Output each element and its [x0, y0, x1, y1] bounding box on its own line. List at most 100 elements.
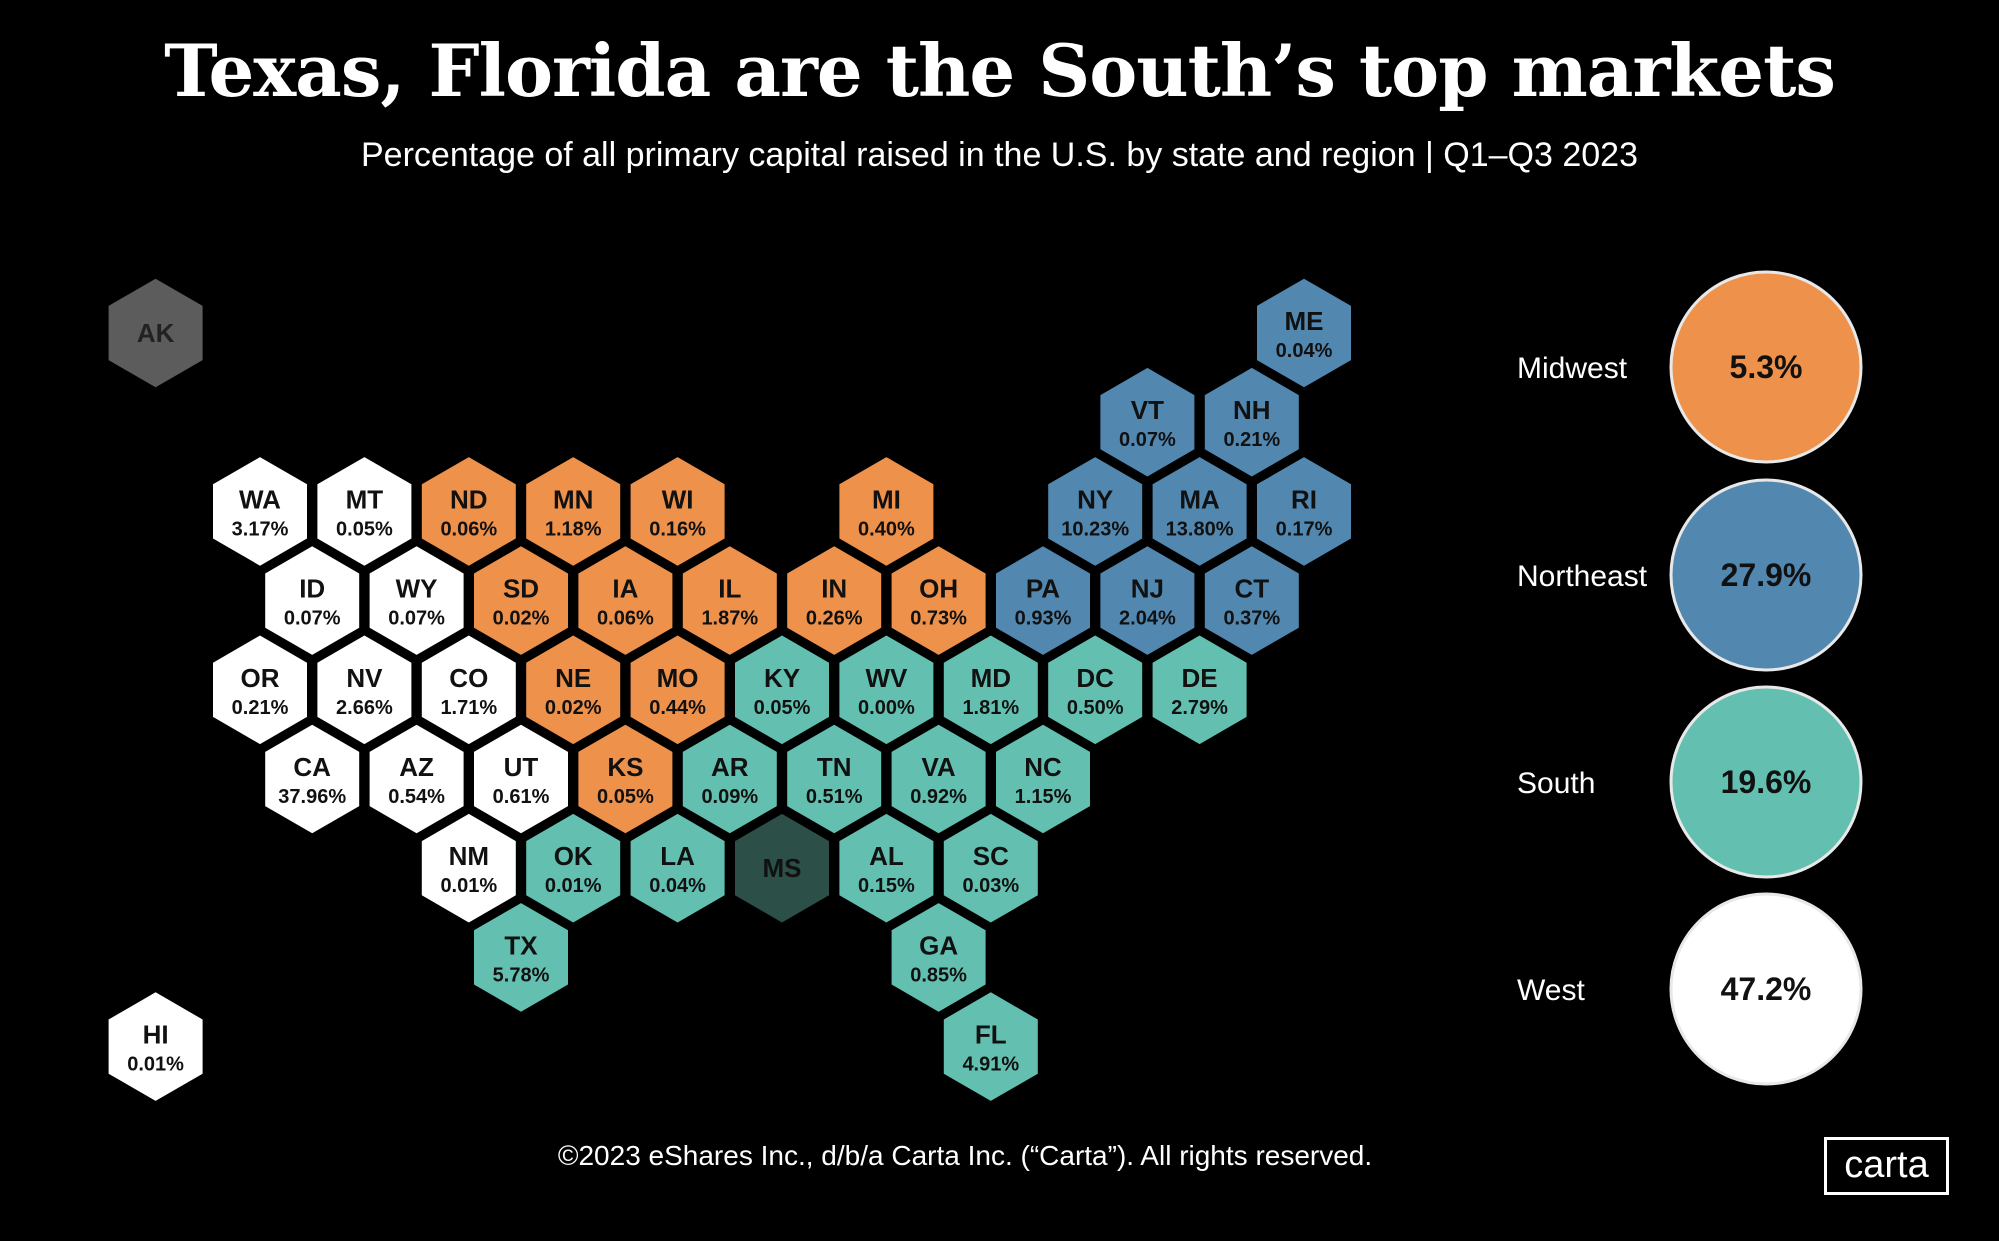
state-value: 0.73%	[910, 608, 967, 630]
state-abbr: SD	[503, 574, 539, 604]
hex-tile	[1152, 457, 1247, 566]
state-abbr: DC	[1076, 663, 1114, 693]
region-midwest: Midwest 5.3%	[1517, 270, 1863, 464]
hex-tile	[630, 813, 725, 923]
state-value: 0.07%	[388, 608, 445, 630]
hex-tile	[735, 635, 829, 745]
state-abbr: NY	[1077, 484, 1113, 514]
hex-state-ga: GA 0.85%	[891, 903, 986, 1012]
hex-tile	[1257, 457, 1351, 566]
region-label: South	[1517, 767, 1595, 800]
state-abbr: WI	[662, 484, 694, 514]
hex-tile	[839, 457, 934, 566]
hex-tile	[578, 546, 673, 655]
state-value: 0.05%	[336, 518, 393, 540]
hex-tile	[1100, 367, 1195, 477]
hex-state-ut: UT 0.61%	[474, 724, 568, 834]
hex-tile	[108, 278, 203, 388]
state-abbr: IA	[612, 574, 638, 604]
state-value: 0.06%	[440, 518, 497, 540]
state-abbr: SC	[973, 841, 1009, 871]
hex-tile	[369, 546, 464, 655]
hex-state-ak: AK	[108, 278, 203, 388]
hex-tile	[1048, 457, 1143, 566]
state-value: 0.17%	[1276, 518, 1333, 540]
state-value: 0.02%	[545, 697, 602, 719]
hex-state-nv: NV 2.66%	[317, 635, 412, 745]
hex-state-va: VA 0.92%	[891, 724, 986, 834]
hex-state-id: ID 0.07%	[265, 546, 360, 655]
hex-tile	[474, 903, 568, 1012]
state-value: 0.92%	[910, 786, 967, 808]
hex-state-hi: HI 0.01%	[108, 992, 203, 1101]
hex-tile	[943, 813, 1038, 923]
hex-state-al: AL 0.15%	[839, 813, 934, 923]
state-value: 0.05%	[597, 786, 654, 808]
state-value: 0.15%	[858, 875, 915, 897]
hex-state-ky: KY 0.05%	[735, 635, 829, 745]
hex-state-nj: NJ 2.04%	[1100, 546, 1195, 655]
hex-tile	[317, 635, 412, 745]
state-abbr: ID	[299, 574, 325, 604]
hex-state-nm: NM 0.01%	[421, 813, 516, 923]
chart-subtitle: Percentage of all primary capital raised…	[361, 136, 1638, 174]
state-abbr: MI	[872, 484, 901, 514]
state-abbr: NE	[555, 663, 591, 693]
region-circle	[1669, 478, 1863, 672]
hex-state-ms: MS	[735, 813, 829, 923]
state-value: 0.50%	[1067, 697, 1124, 719]
state-abbr: AL	[869, 841, 904, 871]
state-abbr: UT	[504, 752, 539, 782]
state-abbr: WV	[865, 663, 908, 693]
hex-state-wa: WA 3.17%	[213, 457, 307, 566]
state-value: 2.66%	[336, 697, 393, 719]
hex-tile	[996, 546, 1090, 655]
hex-state-mn: MN 1.18%	[526, 457, 621, 566]
state-value: 0.07%	[1119, 429, 1176, 451]
state-value: 0.02%	[493, 608, 550, 630]
hex-tile	[943, 635, 1038, 745]
state-abbr: DE	[1182, 663, 1218, 693]
hex-state-sd: SD 0.02%	[474, 546, 568, 655]
state-value: 0.85%	[910, 964, 967, 986]
hex-tile	[317, 457, 412, 566]
state-value: 0.51%	[806, 786, 863, 808]
region-value: 47.2%	[1721, 971, 1812, 1007]
hex-state-vt: VT 0.07%	[1100, 367, 1195, 477]
state-value: 0.61%	[493, 786, 550, 808]
hex-tile	[213, 635, 307, 745]
state-value: 1.71%	[440, 697, 497, 719]
state-value: 0.44%	[649, 697, 706, 719]
hex-state-az: AZ 0.54%	[369, 724, 464, 834]
state-abbr: MT	[346, 484, 384, 514]
region-south: South 19.6%	[1517, 685, 1863, 879]
state-value: 0.00%	[858, 697, 915, 719]
hex-state-mi: MI 0.40%	[839, 457, 934, 566]
hex-state-ct: CT 0.37%	[1204, 546, 1299, 655]
copyright-footer: ©2023 eShares Inc., d/b/a Carta Inc. (“C…	[557, 1140, 1373, 1171]
hex-state-sc: SC 0.03%	[943, 813, 1038, 923]
hex-tile	[682, 546, 777, 655]
state-abbr: NM	[449, 841, 489, 871]
hex-state-il: IL 1.87%	[682, 546, 777, 655]
hex-state-wi: WI 0.16%	[630, 457, 725, 566]
state-abbr: TN	[817, 752, 852, 782]
state-abbr: WY	[396, 574, 438, 604]
state-abbr: AR	[711, 752, 749, 782]
state-abbr: IN	[821, 574, 847, 604]
region-circle	[1669, 685, 1863, 879]
hex-state-de: DE 2.79%	[1152, 635, 1247, 745]
state-abbr: IL	[718, 574, 741, 604]
hex-state-mt: MT 0.05%	[317, 457, 412, 566]
hex-state-tn: TN 0.51%	[787, 724, 882, 834]
hex-tile	[265, 724, 360, 834]
hex-state-fl: FL 4.91%	[943, 992, 1038, 1101]
hex-tile	[369, 724, 464, 834]
region-value: 27.9%	[1721, 557, 1812, 593]
hex-state-la: LA 0.04%	[630, 813, 725, 923]
region-circle	[1669, 892, 1863, 1086]
chart-title: Texas, Florida are the South’s top marke…	[164, 28, 1836, 113]
state-value: 13.80%	[1166, 518, 1234, 540]
hex-state-pa: PA 0.93%	[996, 546, 1090, 655]
state-abbr: VT	[1131, 395, 1164, 425]
